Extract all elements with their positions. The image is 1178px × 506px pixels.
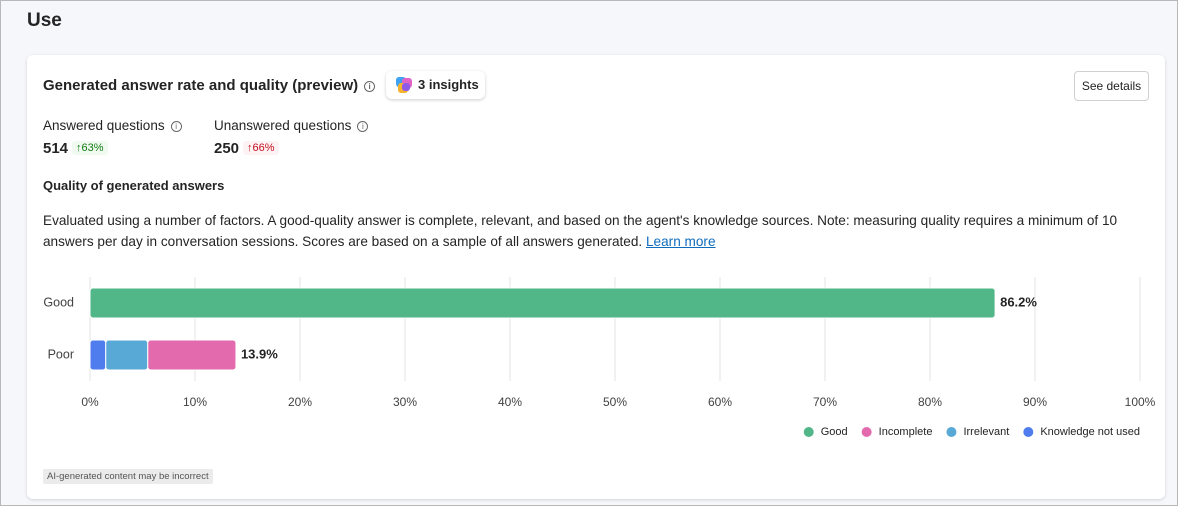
total-label: 13.9% (241, 346, 278, 361)
legend-swatch (803, 427, 814, 437)
legend-label: Irrelevant (963, 426, 1009, 438)
change-badge: ↑63% (72, 141, 108, 155)
legend-label: Incomplete (879, 426, 933, 438)
x-tick-label: 50% (603, 395, 627, 409)
x-tick-label: 30% (393, 395, 417, 409)
section-title: Quality of generated answers (43, 178, 225, 193)
y-tick-label: Good (43, 295, 74, 309)
insights-label: 3 insights (418, 77, 479, 92)
metric-label: Answered questions i (43, 118, 182, 133)
card-header: Generated answer rate and quality (previ… (43, 77, 376, 94)
see-details-button[interactable]: See details (1074, 71, 1149, 101)
legend-label: Knowledge not used (1040, 426, 1140, 438)
card-title: Generated answer rate and quality (previ… (43, 77, 359, 94)
x-tick-label: 0% (81, 395, 99, 409)
x-tick-label: 80% (918, 395, 942, 409)
bar-segment (89, 287, 996, 319)
change-value: 66% (252, 142, 275, 154)
metric-label: Unanswered questions i (214, 118, 369, 133)
bar-segment (89, 339, 107, 371)
x-tick-label: 60% (708, 395, 732, 409)
bar-segment (147, 339, 237, 371)
legend-label: Good (821, 426, 848, 438)
info-icon[interactable]: i (364, 80, 376, 92)
x-tick-label: 90% (1023, 395, 1047, 409)
metric-label-text: Unanswered questions (214, 118, 352, 133)
legend-swatch (861, 427, 872, 437)
info-icon[interactable]: i (357, 120, 369, 132)
legend-swatch (946, 427, 957, 437)
description: Evaluated using a number of factors. A g… (43, 210, 1153, 252)
x-tick-label: 20% (288, 395, 312, 409)
change-value: 63% (81, 142, 104, 154)
metric-number: 250 (214, 140, 240, 157)
change-badge: ↑66% (243, 141, 279, 155)
x-tick-label: 70% (813, 395, 837, 409)
copilot-icon (396, 77, 412, 93)
learn-more-link[interactable]: Learn more (646, 234, 716, 249)
metric-value: 250 ↑66% (214, 140, 279, 157)
insights-button[interactable]: 3 insights (386, 71, 485, 99)
legend-item: Good (803, 426, 848, 438)
description-text: Evaluated using a number of factors. A g… (43, 213, 1118, 249)
total-label: 86.2% (1000, 294, 1037, 309)
x-tick-label: 100% (1125, 395, 1156, 409)
metric-label-text: Answered questions (43, 118, 165, 133)
legend-item: Irrelevant (946, 426, 1009, 438)
legend-item: Incomplete (861, 426, 933, 438)
bar-segment (105, 339, 149, 371)
legend-item: Knowledge not used (1023, 426, 1140, 438)
metric-value: 514 ↑63% (43, 140, 108, 157)
info-icon[interactable]: i (170, 120, 182, 132)
metric-number: 514 (43, 140, 69, 157)
x-tick-label: 10% (183, 395, 207, 409)
page-title: Use (27, 10, 62, 31)
legend-swatch (1023, 427, 1034, 437)
disclaimer: AI-generated content may be incorrect (43, 469, 213, 484)
card (27, 55, 1165, 499)
x-tick-label: 40% (498, 395, 522, 409)
y-tick-label: Poor (48, 347, 74, 361)
